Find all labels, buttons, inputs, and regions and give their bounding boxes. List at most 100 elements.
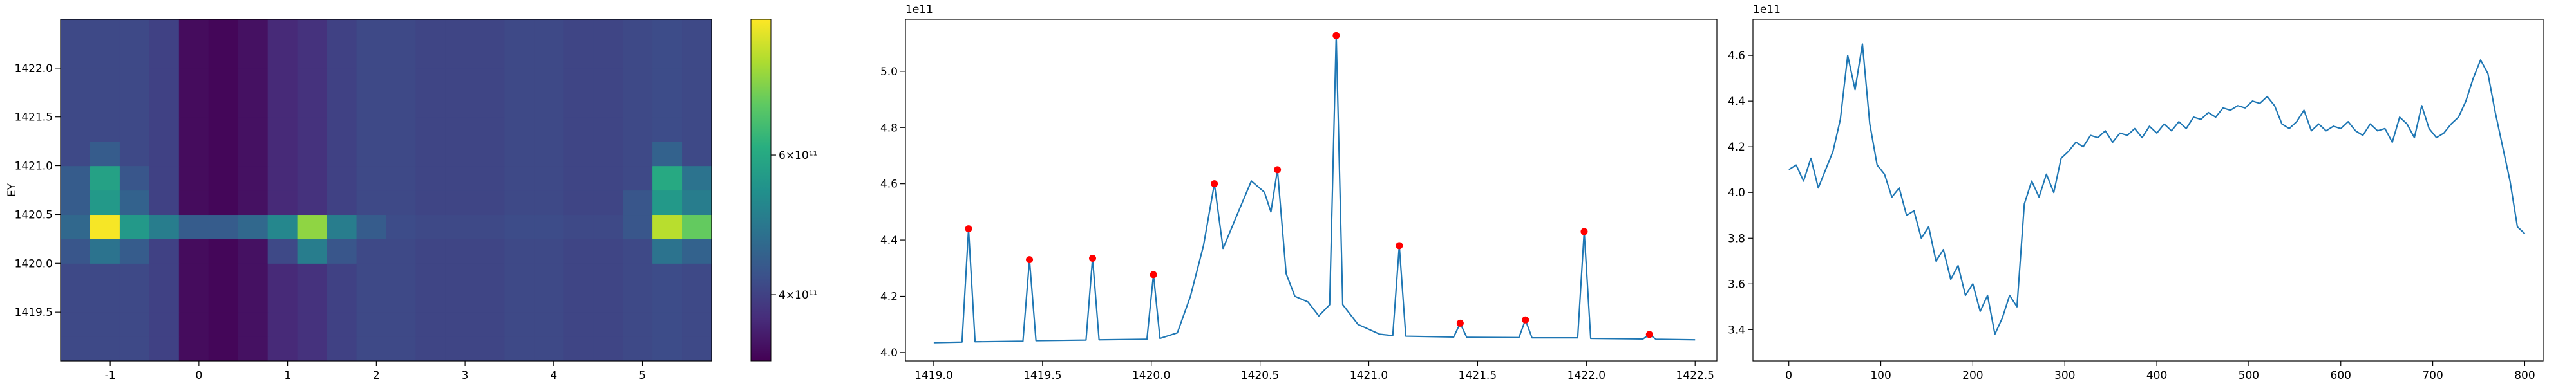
x-tick-label: 1422.5 bbox=[1676, 369, 1714, 382]
heatmap-cell bbox=[356, 116, 387, 142]
heatmap-cell bbox=[149, 43, 180, 69]
heatmap-cell bbox=[267, 141, 298, 167]
heatmap-cell bbox=[208, 141, 239, 167]
heatmap-cell bbox=[534, 68, 564, 93]
heatmap-cell bbox=[564, 239, 594, 264]
heatmap-cell bbox=[297, 43, 328, 69]
heatmap-cell bbox=[652, 336, 683, 361]
colorbar bbox=[750, 19, 772, 362]
heatmap-cell bbox=[504, 336, 535, 361]
y-tick-label: 4.2 bbox=[1728, 141, 1745, 154]
y-tick-label: 4.6 bbox=[1728, 50, 1745, 62]
heatmap-cell bbox=[297, 116, 328, 142]
heatmap-cell bbox=[564, 116, 594, 142]
heatmap-cell bbox=[386, 263, 417, 288]
heatmap-cell bbox=[564, 214, 594, 239]
heatmap-cell bbox=[178, 336, 209, 361]
heatmap-cell bbox=[149, 214, 180, 239]
heatmap-cell bbox=[119, 263, 150, 288]
heatmap-cell bbox=[386, 116, 417, 142]
heatmap-cell bbox=[327, 190, 357, 216]
x-tick-label: 400 bbox=[2146, 369, 2167, 382]
heatmap-cell bbox=[386, 312, 417, 337]
heatmap-cell bbox=[415, 165, 446, 191]
heatmap-cell bbox=[238, 312, 269, 337]
heatmap-cell bbox=[90, 92, 120, 118]
heatmap-cell bbox=[475, 68, 505, 93]
heatmap-cell bbox=[238, 116, 269, 142]
heatmap-cell bbox=[623, 43, 653, 69]
heatmap-cell bbox=[593, 141, 623, 167]
heatmap-cell bbox=[593, 336, 623, 361]
heatmap-cell bbox=[356, 312, 387, 337]
heatmap-cell bbox=[534, 288, 564, 313]
peak-marker bbox=[1150, 271, 1157, 279]
x-tick-label: 5 bbox=[639, 369, 646, 382]
heatmap-cell bbox=[119, 214, 150, 239]
heatmap-cell bbox=[297, 263, 328, 288]
heatmap-cell bbox=[415, 214, 446, 239]
heatmap-cell bbox=[327, 92, 357, 118]
heatmap-cell bbox=[267, 165, 298, 191]
heatmap-cell bbox=[564, 43, 594, 69]
heatmap-cell bbox=[238, 239, 269, 264]
heatmap-cell bbox=[90, 43, 120, 69]
heatmap-cell bbox=[504, 116, 535, 142]
heatmap-cell bbox=[297, 214, 328, 239]
heatmap-cell bbox=[90, 288, 120, 313]
heatmap-cell bbox=[90, 336, 120, 361]
heatmap-cell bbox=[445, 190, 475, 216]
x-tick-label: -1 bbox=[105, 369, 116, 382]
peak-marker bbox=[1211, 180, 1218, 188]
heatmap-cell bbox=[623, 68, 653, 93]
x-tick-label: 500 bbox=[2239, 369, 2259, 382]
heatmap-cell bbox=[386, 141, 417, 167]
axes-frame bbox=[60, 19, 712, 362]
heatmap-cell bbox=[652, 263, 683, 288]
heatmap-cell bbox=[593, 92, 623, 118]
heatmap-cell bbox=[149, 68, 180, 93]
heatmap-cell bbox=[445, 141, 475, 167]
heatmap-cell bbox=[356, 263, 387, 288]
heatmap-cell bbox=[178, 19, 209, 44]
heatmap-cell bbox=[356, 288, 387, 313]
heatmap-cell bbox=[593, 312, 623, 337]
heatmap-cell bbox=[652, 214, 683, 239]
heatmap-cell bbox=[149, 165, 180, 191]
heatmap-cell bbox=[356, 141, 387, 167]
heatmap-cell bbox=[119, 43, 150, 69]
heatmap-cell bbox=[208, 92, 239, 118]
heatmap-cell bbox=[119, 165, 150, 191]
heatmap-cell bbox=[682, 312, 712, 337]
heatmap-cell bbox=[90, 239, 120, 264]
heatmap-cell bbox=[178, 312, 209, 337]
heatmap-cell bbox=[61, 263, 91, 288]
heatmap-cell bbox=[504, 19, 535, 44]
heatmap-cell bbox=[327, 214, 357, 239]
heatmap-cell bbox=[415, 116, 446, 142]
axes-frame bbox=[905, 19, 1718, 362]
heatmap-cell bbox=[504, 165, 535, 191]
heatmap-cell bbox=[178, 214, 209, 239]
heatmap-cell bbox=[415, 19, 446, 44]
heatmap-cell bbox=[267, 312, 298, 337]
peak-marker bbox=[1396, 242, 1403, 250]
heatmap-cell bbox=[149, 336, 180, 361]
heatmap-cell bbox=[297, 288, 328, 313]
heatmap-cell bbox=[297, 190, 328, 216]
heatmap-cell bbox=[119, 141, 150, 167]
heatmap-cell bbox=[238, 336, 269, 361]
heatmap-cell bbox=[178, 43, 209, 69]
heatmap-cell bbox=[564, 288, 594, 313]
heatmap-cell bbox=[267, 288, 298, 313]
heatmap-cell bbox=[327, 116, 357, 142]
heatmap-cell bbox=[445, 92, 475, 118]
heatmap-cell bbox=[475, 190, 505, 216]
heatmap-cell bbox=[652, 92, 683, 118]
heatmap-cell bbox=[178, 288, 209, 313]
y-tick-label: 4.8 bbox=[880, 122, 898, 134]
heatmap-cell bbox=[208, 336, 239, 361]
heatmap-cell bbox=[90, 116, 120, 142]
heatmap-cell bbox=[178, 165, 209, 191]
heatmap-cell bbox=[61, 92, 91, 118]
